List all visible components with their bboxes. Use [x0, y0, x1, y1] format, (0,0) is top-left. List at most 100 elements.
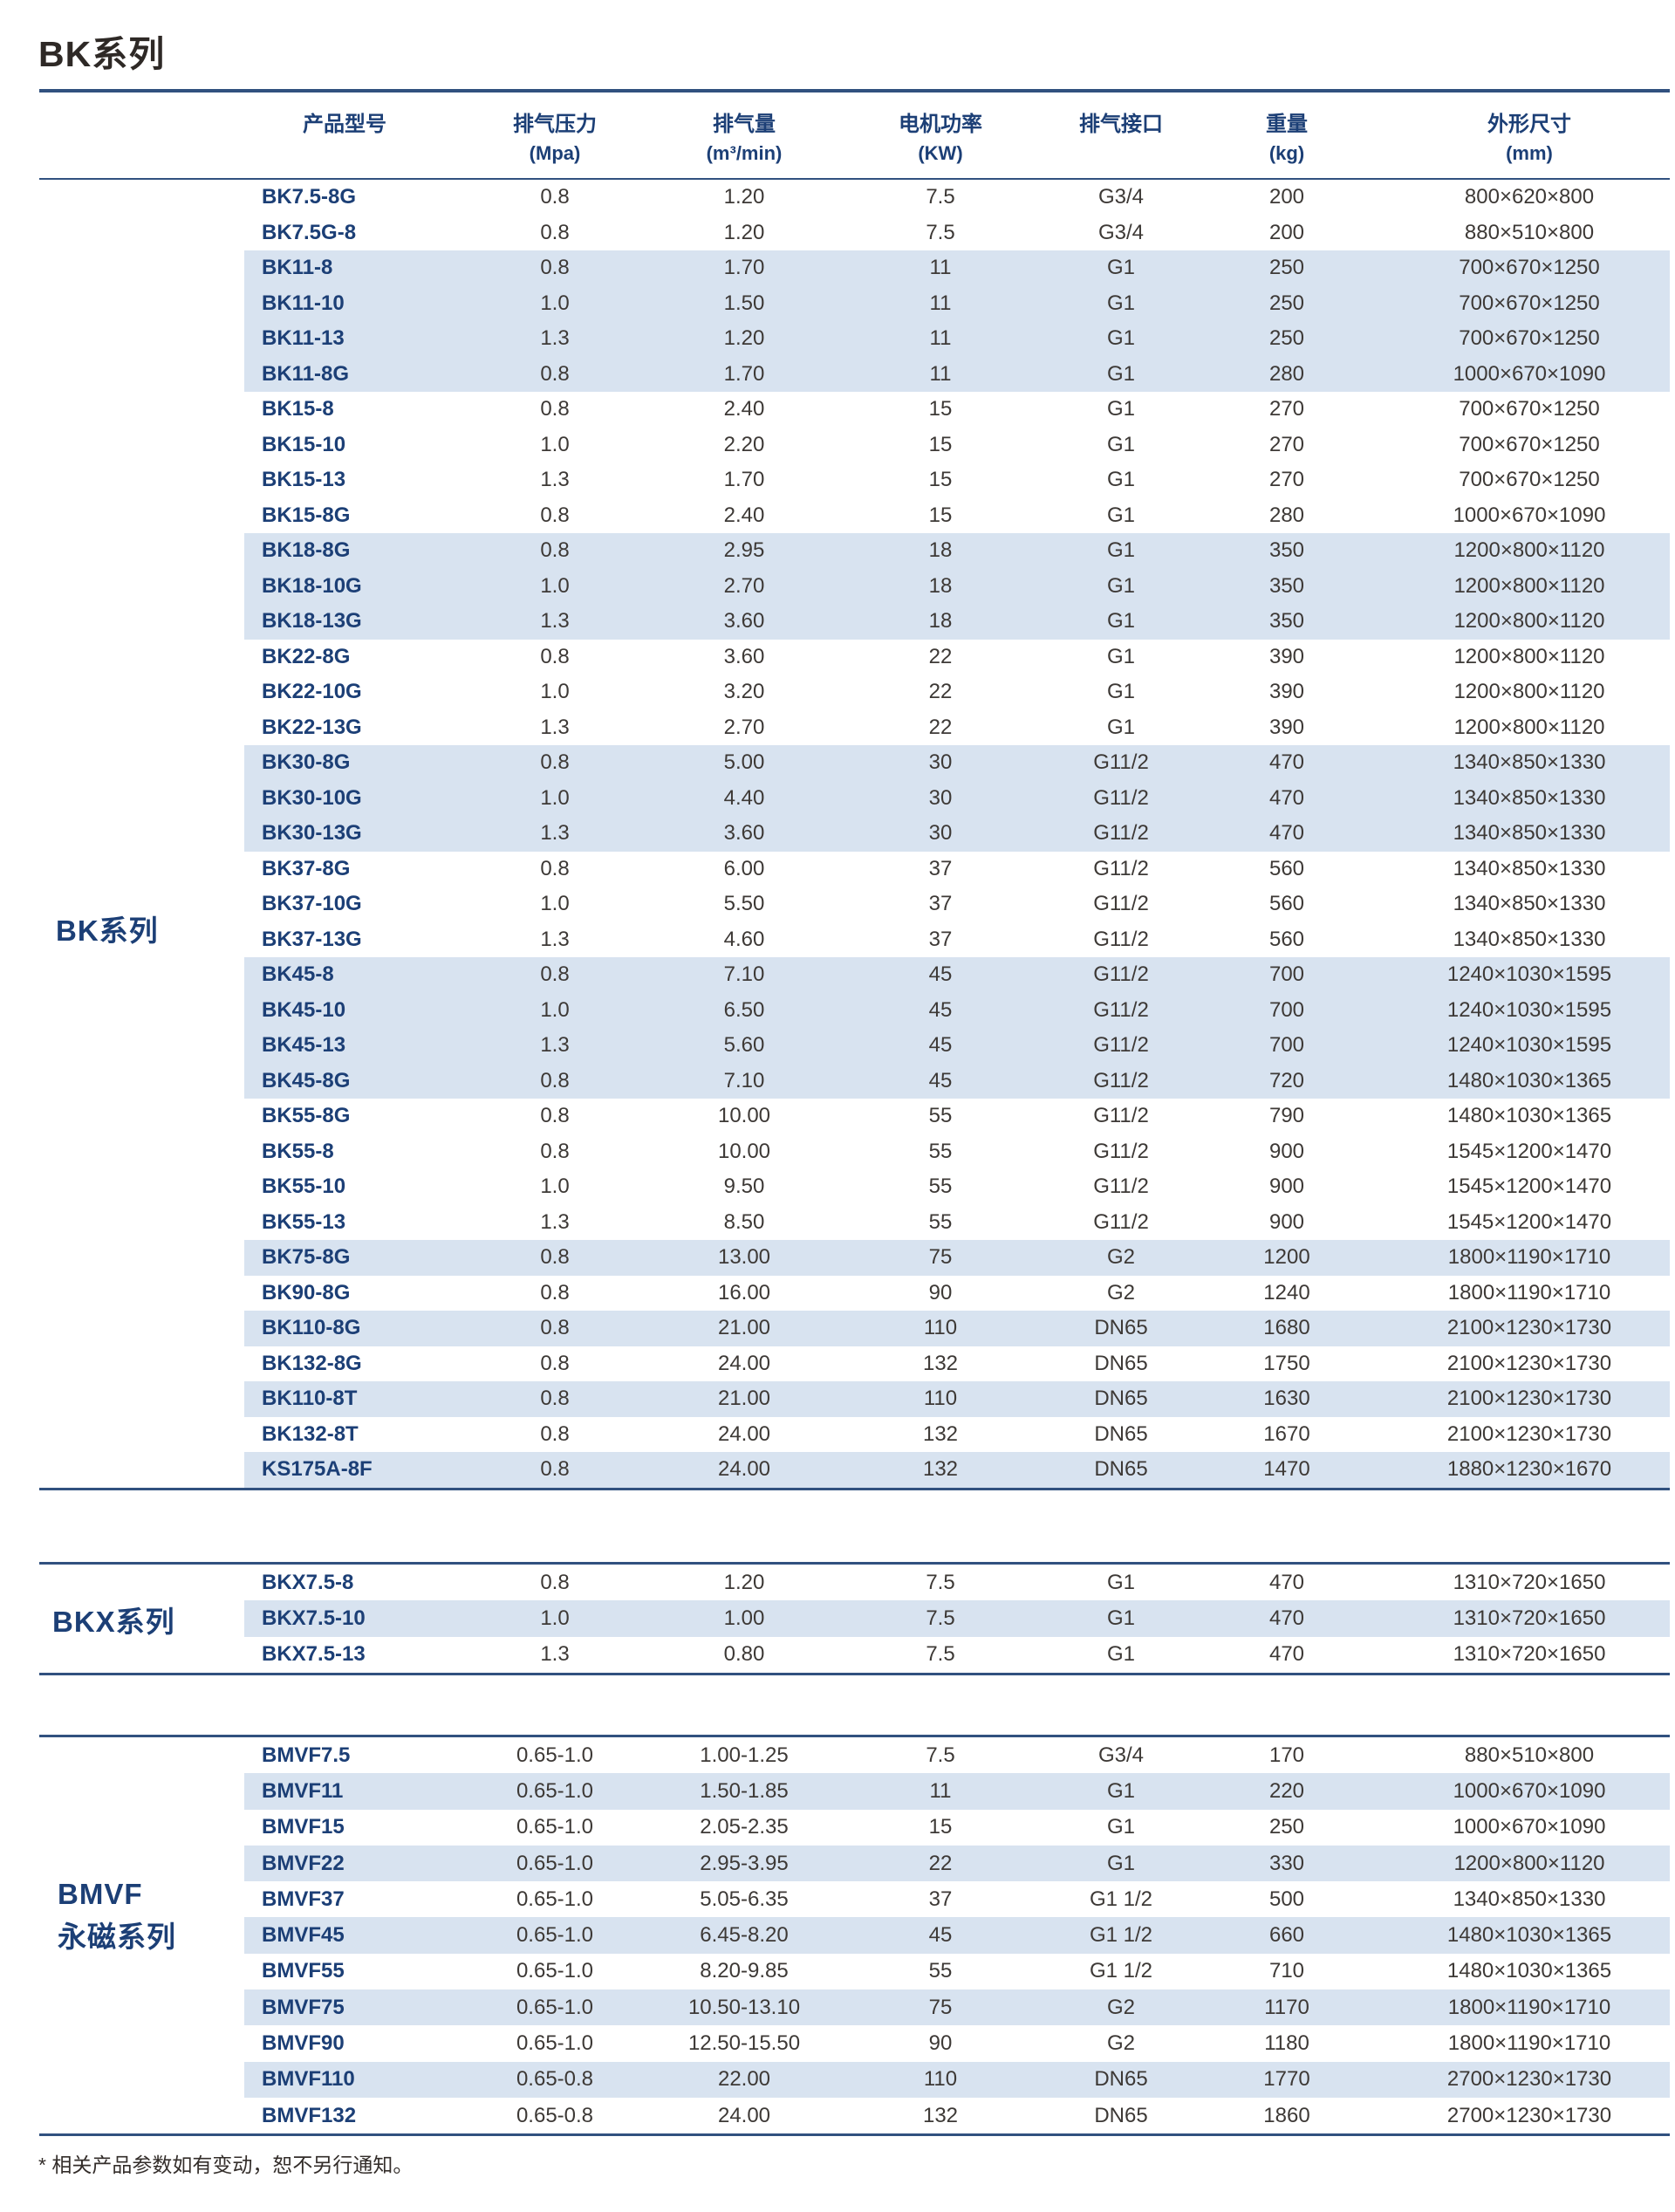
cell-volume: 5.60 [723, 1033, 765, 1058]
cell-port: G1 [1106, 1642, 1135, 1667]
cell-dims: 2100×1230×1730 [1446, 1316, 1612, 1340]
cell-pressure: 1.0 [540, 785, 570, 810]
cell-volume: 8.50 [723, 1209, 765, 1234]
cell-model: BMVF11 [262, 1778, 344, 1803]
section-label-bmvf: BMVF 永磁系列 [58, 1873, 176, 1958]
cell-dims: 1800×1190×1710 [1447, 1245, 1611, 1270]
cell-pressure: 0.8 [540, 1139, 570, 1163]
cell-pressure: 0.8 [540, 856, 570, 880]
cell-model: BK132-8T [262, 1421, 359, 1446]
table-row: BK55-8G 0.8 10.00 55 G11/2 790 1480×1030… [244, 1099, 1670, 1134]
cell-port: G1 [1106, 538, 1135, 563]
cell-power: 11 [929, 326, 952, 351]
cell-model: BMVF75 [262, 1995, 345, 2019]
cell-power: 18 [928, 609, 953, 633]
cell-model: BMVF37 [262, 1887, 345, 1911]
cell-pressure: 0.65-1.0 [516, 1815, 594, 1839]
cell-dims: 1480×1030×1365 [1446, 1104, 1612, 1128]
table-row: BK22-8G 0.8 3.60 22 G1 390 1200×800×1120 [244, 640, 1670, 675]
table-row: BKX7.5-13 1.3 0.80 7.5 G1 470 1310×720×1… [244, 1637, 1670, 1673]
cell-port: G1 [1106, 1851, 1135, 1875]
cell-power: 90 [928, 2031, 953, 2056]
cell-port: DN65 [1094, 1457, 1148, 1482]
cell-volume: 24.00 [717, 1457, 771, 1482]
cell-model: BK37-10G [262, 892, 362, 916]
cell-model: BK11-13 [262, 326, 345, 351]
cell-model: BKX7.5-13 [262, 1642, 366, 1667]
cell-model: BMVF7.5 [262, 1743, 351, 1767]
cell-model: BMVF90 [262, 2031, 345, 2056]
cell-pressure: 0.8 [540, 1245, 570, 1270]
cell-dims: 1340×850×1330 [1453, 1887, 1606, 1911]
cell-model: BMVF22 [262, 1851, 345, 1875]
cell-pressure: 1.3 [540, 715, 570, 739]
table-row: BMVF110 0.65-0.8 22.00 110 DN65 1770 270… [244, 2061, 1670, 2098]
cell-volume: 1.50-1.85 [700, 1778, 789, 1803]
cell-port: G11/2 [1093, 785, 1149, 810]
cell-weight: 270 [1268, 468, 1305, 492]
cell-power: 37 [928, 1887, 953, 1911]
cell-dims: 1340×850×1330 [1453, 750, 1606, 775]
cell-model: BK30-10G [262, 785, 362, 810]
cell-weight: 270 [1268, 397, 1305, 421]
cell-port: G11/2 [1093, 1068, 1149, 1092]
cell-volume: 6.50 [723, 997, 765, 1022]
column-header-pressure: 排气压力 (Mpa) [513, 112, 597, 164]
cell-pressure: 0.8 [540, 361, 570, 386]
cell-weight: 470 [1268, 1570, 1305, 1594]
cell-volume: 1.70 [723, 361, 765, 386]
cell-pressure: 1.0 [540, 1606, 570, 1630]
cell-power: 75 [928, 1245, 953, 1270]
cell-weight: 560 [1268, 856, 1305, 880]
cell-volume: 2.40 [723, 397, 765, 421]
cell-weight: 1170 [1264, 1995, 1309, 2019]
cell-power: 55 [928, 1209, 953, 1234]
table-row: BK37-10G 1.0 5.50 37 G11/2 560 1340×850×… [244, 887, 1670, 922]
table-row: BK7.5-8G 0.8 1.20 7.5 G3/4 200 800×620×8… [244, 180, 1670, 216]
cell-dims: 1000×670×1090 [1453, 361, 1606, 386]
cell-pressure: 0.8 [540, 1316, 570, 1340]
cell-weight: 250 [1268, 291, 1305, 315]
cell-weight: 1770 [1263, 2067, 1310, 2092]
cell-power: 11 [929, 361, 952, 386]
cell-power: 132 [922, 1351, 959, 1375]
cell-port: G2 [1106, 1280, 1135, 1305]
cell-port: G1 [1106, 1815, 1135, 1839]
table-row: BK132-8T 0.8 24.00 132 DN65 1670 2100×12… [244, 1417, 1670, 1453]
table-row: BMVF11 0.65-1.0 1.50-1.85 11 G1 220 1000… [244, 1773, 1670, 1810]
cell-pressure: 1.3 [540, 468, 570, 492]
table-row: BK11-13 1.3 1.20 11 G1 250 700×670×1250 [244, 321, 1670, 357]
cell-dims: 1880×1230×1670 [1446, 1457, 1612, 1482]
cell-dims: 880×510×800 [1464, 220, 1595, 244]
cell-port: G2 [1106, 1245, 1135, 1270]
cell-power: 11 [929, 1778, 952, 1803]
cell-pressure: 1.0 [540, 680, 570, 704]
cell-model: BK15-13 [262, 468, 346, 492]
cell-power: 7.5 [926, 1743, 955, 1767]
table-row: BK15-8G 0.8 2.40 15 G1 280 1000×670×1090 [244, 498, 1670, 534]
cell-volume: 3.60 [723, 821, 765, 846]
cell-power: 55 [928, 1139, 953, 1163]
cell-power: 11 [929, 256, 952, 280]
cell-volume: 4.60 [723, 927, 765, 951]
cell-model: BK22-10G [262, 680, 362, 704]
table-row: BK37-13G 1.3 4.60 37 G11/2 560 1340×850×… [244, 922, 1670, 958]
cell-volume: 6.00 [723, 856, 765, 880]
cell-dims: 1310×720×1650 [1453, 1642, 1606, 1667]
cell-pressure: 0.8 [540, 503, 570, 527]
cell-dims: 1240×1030×1595 [1446, 997, 1612, 1022]
cell-pressure: 0.65-1.0 [516, 1887, 594, 1911]
cell-power: 7.5 [926, 1606, 955, 1630]
table-row: BK110-8T 0.8 21.00 110 DN65 1630 2100×12… [244, 1381, 1670, 1417]
cell-power: 45 [928, 1068, 953, 1092]
cell-weight: 1200 [1263, 1245, 1310, 1270]
cell-dims: 1545×1200×1470 [1446, 1139, 1612, 1163]
cell-pressure: 1.0 [540, 1174, 570, 1199]
table-row: BMVF22 0.65-1.0 2.95-3.95 22 G1 330 1200… [244, 1845, 1670, 1882]
cell-weight: 200 [1268, 185, 1305, 209]
cell-weight: 900 [1268, 1174, 1305, 1199]
cell-weight: 350 [1268, 609, 1305, 633]
cell-port: G1 [1106, 715, 1135, 739]
cell-volume: 1.70 [723, 256, 765, 280]
bk-series-table: 产品型号 排气压力 (Mpa) 排气量 (m³/min) 电机功率 (KW) 排… [39, 89, 1670, 1490]
